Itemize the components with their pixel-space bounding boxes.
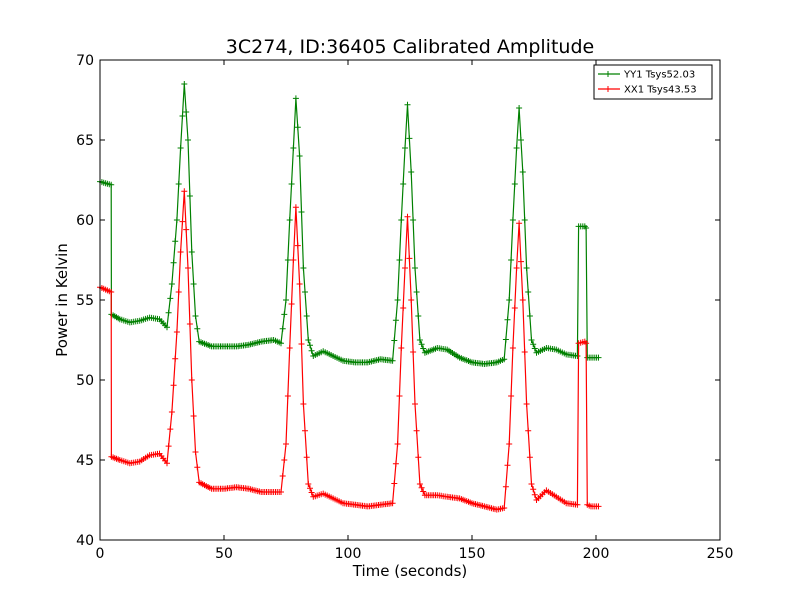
x-axis: 0 50 100 150 200 250: [96, 60, 734, 562]
legend-marker: [605, 71, 611, 77]
legend-marker: [605, 86, 611, 92]
chart-title: 3C274, ID:36405 Calibrated Amplitude: [226, 36, 594, 58]
y-tick-label: 40: [76, 533, 94, 549]
x-tick-label: 200: [583, 546, 610, 562]
y-tick-label: 65: [76, 133, 94, 149]
series-xx1: [97, 188, 602, 513]
legend-entry: YY1 Tsys52.03: [598, 70, 695, 81]
series-layer: [97, 81, 602, 513]
x-tick-label: 250: [707, 546, 734, 562]
legend-label: YY1 Tsys52.03: [623, 70, 695, 81]
x-tick-label: 150: [459, 546, 486, 562]
x-tick-label: 100: [335, 546, 362, 562]
y-tick-label: 60: [76, 213, 94, 229]
y-tick-label: 50: [76, 373, 94, 389]
x-tick-label: 0: [96, 546, 105, 562]
y-axis-label: Power in Kelvin: [53, 243, 71, 357]
legend-label: XX1 Tsys43.53: [624, 85, 697, 96]
y-tick-label: 70: [76, 53, 94, 69]
legend: YY1 Tsys52.03 XX1 Tsys43.53: [593, 64, 713, 100]
legend-box: [593, 64, 713, 100]
y-tick-label: 55: [76, 293, 94, 309]
legend-entry: XX1 Tsys43.53: [598, 85, 697, 96]
x-axis-label: Time (seconds): [352, 562, 468, 580]
y-tick-label: 45: [76, 453, 94, 469]
y-axis: 40 45 50 55 60 65 70: [76, 53, 720, 549]
x-tick-label: 50: [215, 546, 233, 562]
